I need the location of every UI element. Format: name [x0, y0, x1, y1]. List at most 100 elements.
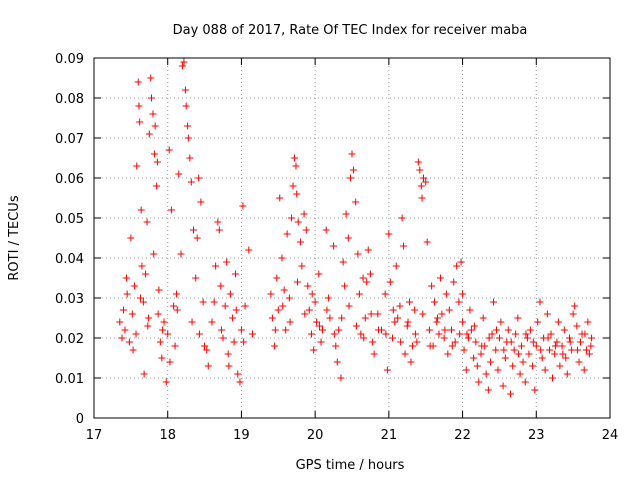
- data-point: [241, 302, 249, 310]
- data-point: [156, 338, 164, 346]
- data-point: [337, 374, 345, 382]
- data-point: [488, 330, 496, 338]
- data-point: [438, 310, 446, 318]
- data-point: [147, 74, 155, 82]
- data-point: [271, 342, 279, 350]
- data-point: [374, 310, 382, 318]
- data-point: [499, 382, 507, 390]
- data-point: [193, 234, 201, 242]
- data-point: [136, 118, 144, 126]
- data-point: [125, 338, 133, 346]
- data-point: [414, 158, 422, 166]
- data-point: [504, 326, 512, 334]
- y-tick-label: 0.05: [55, 212, 84, 227]
- data-point: [245, 246, 253, 254]
- data-point: [467, 326, 475, 334]
- data-point: [398, 214, 406, 222]
- data-point: [305, 306, 313, 314]
- data-point: [159, 326, 167, 334]
- data-point: [335, 326, 343, 334]
- data-point: [186, 154, 194, 162]
- data-point: [448, 326, 456, 334]
- data-point: [128, 310, 136, 318]
- data-point: [221, 302, 229, 310]
- data-point: [279, 302, 287, 310]
- data-point: [167, 206, 175, 214]
- data-point: [580, 366, 588, 374]
- data-point: [150, 150, 158, 158]
- data-point: [239, 202, 247, 210]
- data-point: [177, 250, 185, 258]
- data-point: [308, 290, 316, 298]
- data-point: [487, 358, 495, 366]
- data-point: [479, 314, 487, 322]
- data-point: [492, 346, 500, 354]
- y-tick-label: 0: [76, 412, 84, 427]
- data-point: [144, 322, 152, 330]
- data-point: [292, 162, 300, 170]
- data-point: [140, 370, 148, 378]
- data-point: [298, 262, 306, 270]
- data-point: [587, 342, 595, 350]
- data-point: [490, 298, 498, 306]
- data-point: [180, 58, 188, 66]
- x-tick-label: 18: [159, 428, 176, 443]
- data-point: [302, 226, 310, 234]
- data-point: [556, 362, 564, 370]
- data-point: [459, 290, 467, 298]
- x-tick-label: 17: [86, 428, 103, 443]
- x-axis-label: GPS time / hours: [296, 458, 405, 473]
- data-point: [418, 194, 426, 202]
- data-point: [150, 250, 158, 258]
- data-point: [218, 326, 226, 334]
- data-point: [240, 338, 248, 346]
- data-point: [158, 354, 166, 362]
- data-point: [426, 342, 434, 350]
- data-point: [170, 302, 178, 310]
- data-point: [175, 170, 183, 178]
- data-point: [543, 310, 551, 318]
- data-point: [444, 350, 452, 358]
- data-point: [568, 346, 576, 354]
- data-point: [521, 378, 529, 386]
- data-point: [352, 198, 360, 206]
- data-point: [341, 282, 349, 290]
- data-point: [330, 330, 338, 338]
- data-point: [442, 290, 450, 298]
- data-point: [313, 318, 321, 326]
- data-point: [232, 270, 240, 278]
- data-point: [118, 334, 126, 342]
- data-point: [338, 314, 346, 322]
- data-point: [470, 354, 478, 362]
- data-point: [133, 162, 141, 170]
- data-point: [538, 354, 546, 362]
- data-point: [153, 158, 161, 166]
- data-point: [201, 342, 209, 350]
- data-point: [142, 270, 150, 278]
- data-point: [507, 338, 515, 346]
- data-point: [182, 102, 190, 110]
- data-point: [383, 366, 391, 374]
- data-point: [575, 358, 583, 366]
- data-point: [361, 314, 369, 322]
- data-point: [293, 278, 301, 286]
- data-point: [435, 330, 443, 338]
- data-point: [151, 122, 159, 130]
- data-point: [283, 230, 291, 238]
- data-point: [149, 110, 157, 118]
- data-point: [237, 326, 245, 334]
- data-point: [165, 146, 173, 154]
- data-point: [509, 362, 517, 370]
- data-point: [271, 326, 279, 334]
- data-point: [381, 290, 389, 298]
- data-point: [554, 318, 562, 326]
- data-point: [459, 318, 467, 326]
- data-point: [153, 182, 161, 190]
- y-tick-label: 0.01: [55, 372, 84, 387]
- x-tick-label: 24: [602, 428, 619, 443]
- data-point: [534, 318, 542, 326]
- data-point: [344, 234, 352, 242]
- data-point: [230, 338, 238, 346]
- data-point: [304, 282, 312, 290]
- data-point: [311, 298, 319, 306]
